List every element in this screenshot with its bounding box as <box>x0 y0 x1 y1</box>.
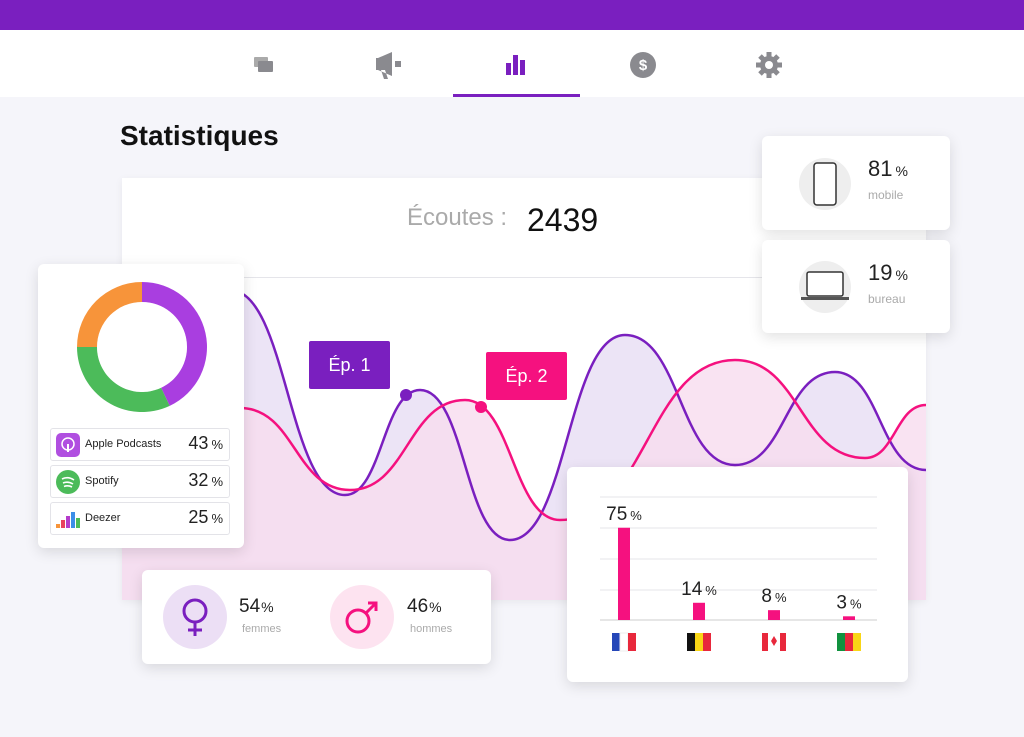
donut-segment <box>77 282 142 347</box>
episode-tag: Ép. 2 <box>486 352 567 400</box>
bar-label: 14% <box>681 579 717 600</box>
gender-card: 54% femmes 46% hommes <box>142 570 491 664</box>
bar <box>843 616 855 620</box>
platform-row: Apple Podcasts 43% <box>50 428 230 461</box>
platform-row: Spotify 32% <box>50 465 230 498</box>
device-value: 19 <box>868 260 893 285</box>
page-title: Statistiques <box>120 120 279 151</box>
donut-segment <box>77 347 170 412</box>
nav-stats[interactable] <box>506 55 525 75</box>
unit: % <box>630 508 642 523</box>
unit: % <box>211 437 223 452</box>
platform-name: Deezer <box>85 512 121 524</box>
platforms-card: Apple Podcasts 43% Spotify 32% Deezer 25% <box>38 264 244 548</box>
device-label: mobile <box>868 188 904 202</box>
bar-label: 3% <box>836 592 862 613</box>
bar <box>693 602 705 620</box>
countries-card: 75% 14% 8% 3% <box>567 467 908 682</box>
bar-label: 8% <box>761 586 787 607</box>
unit: % <box>429 599 442 615</box>
unit: % <box>261 599 274 615</box>
nav-icons: $ <box>254 52 782 97</box>
bar-value: 14 <box>681 579 703 600</box>
bar-label: 75% <box>606 504 642 525</box>
flag-ca <box>762 633 786 651</box>
gender-label: femmes <box>242 623 282 635</box>
platform-value: 43 <box>188 433 209 453</box>
nav: $ <box>0 30 1024 97</box>
gender-value: 54 <box>239 596 261 617</box>
donut-chart <box>77 282 207 412</box>
bar-value: 8 <box>761 586 772 607</box>
gender-label: hommes <box>410 623 453 635</box>
listens-label: Écoutes : <box>407 204 508 231</box>
flag-fr <box>612 632 636 652</box>
device-label: bureau <box>868 292 906 306</box>
bar-value: 3 <box>836 592 847 613</box>
svg-text:$: $ <box>639 57 648 74</box>
unit: % <box>211 511 223 526</box>
device-value: 81 <box>868 156 893 181</box>
platform-value: 25 <box>188 507 209 527</box>
nav-money[interactable] <box>630 52 656 78</box>
device-card: 81% mobile <box>762 136 950 230</box>
bar <box>768 610 780 620</box>
donut-hole <box>104 309 180 385</box>
nav-campaigns[interactable] <box>376 52 401 79</box>
donut-segment <box>142 282 207 406</box>
platform-value: 32 <box>188 470 209 490</box>
device-card: 19% bureau <box>762 240 950 333</box>
flag-cm <box>837 633 861 651</box>
unit: % <box>895 267 908 283</box>
gender-value: 46 <box>407 596 429 617</box>
bar <box>618 527 630 620</box>
unit: % <box>211 474 223 489</box>
unit: % <box>850 596 862 611</box>
unit: % <box>705 583 717 598</box>
listens-value: 2439 <box>527 202 599 238</box>
top-bar <box>0 0 1024 30</box>
platform-row: Deezer 25% <box>50 502 230 535</box>
bar-value: 75 <box>606 504 627 525</box>
unit: % <box>895 163 908 179</box>
platform-name: Spotify <box>85 475 119 487</box>
countries-chart: 75 %14% 8% 3% <box>600 496 877 652</box>
flag-be <box>687 633 711 651</box>
episode-tag: Ép. 1 <box>309 341 390 389</box>
platform-name: Apple Podcasts <box>85 438 162 450</box>
unit: % <box>775 590 787 605</box>
